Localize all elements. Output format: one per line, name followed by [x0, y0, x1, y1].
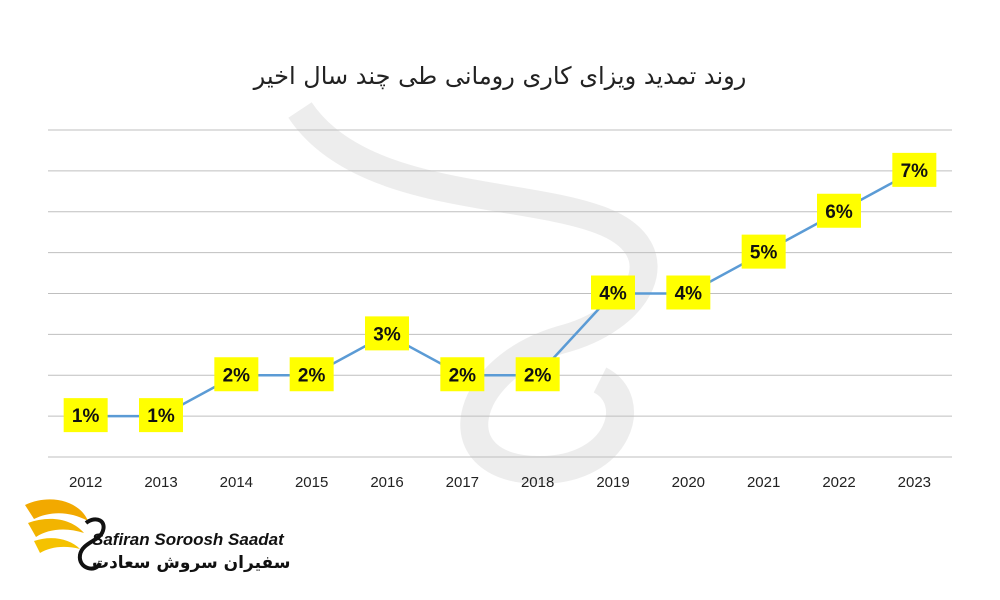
data-label-text: 2% — [298, 365, 326, 386]
data-label-box — [741, 234, 786, 269]
x-tick-label: 2016 — [370, 474, 403, 491]
x-tick-label: 2021 — [747, 474, 780, 491]
brand-name-fa: سفیران سروش سعادت — [92, 553, 291, 573]
data-label-text: 5% — [750, 243, 778, 264]
x-tick-label: 2020 — [672, 474, 705, 491]
data-label-box — [440, 357, 485, 392]
data-label-text: 7% — [901, 161, 929, 182]
data-label-text: 2% — [449, 365, 477, 386]
data-label-box — [214, 357, 259, 392]
data-label-box — [63, 398, 108, 433]
data-label: 2% — [440, 357, 485, 392]
x-tick-label: 2022 — [822, 474, 855, 491]
data-label: 4% — [666, 275, 711, 310]
x-tick-label: 2019 — [596, 474, 629, 491]
data-label: 2% — [214, 357, 259, 392]
chart-title: روند تمدید ویزای کاری رومانی طی چند سال … — [253, 62, 747, 90]
data-label: 2% — [515, 357, 560, 392]
data-label-text: 3% — [373, 324, 401, 345]
data-label: 4% — [591, 275, 635, 310]
data-label: 6% — [817, 193, 861, 228]
data-label-box — [817, 193, 861, 228]
x-tick-label: 2015 — [295, 474, 328, 491]
data-label: 1% — [139, 398, 183, 433]
data-label: 2% — [289, 357, 334, 392]
data-label-box — [365, 316, 409, 351]
data-label-box — [892, 152, 937, 187]
data-label-box — [515, 357, 560, 392]
x-tick-label: 2023 — [898, 474, 931, 491]
data-label: 5% — [741, 234, 786, 269]
data-label-box — [289, 357, 334, 392]
data-label: 1% — [63, 398, 108, 433]
x-tick-label: 2014 — [220, 474, 253, 491]
data-label-text: 1% — [147, 406, 175, 427]
x-tick-label: 2018 — [521, 474, 554, 491]
x-tick-label: 2017 — [446, 474, 479, 491]
data-label-text: 4% — [675, 284, 703, 305]
brand-name-en: Safiran Soroosh Saadat — [92, 530, 284, 549]
data-label-box — [591, 275, 635, 310]
data-label-text: 2% — [223, 365, 251, 386]
data-label-text: 2% — [524, 365, 552, 386]
data-label-box — [666, 275, 711, 310]
data-label-text: 6% — [825, 202, 853, 223]
brand-logo-icon — [25, 499, 106, 571]
x-tick-label: 2013 — [144, 474, 177, 491]
data-label-text: 4% — [599, 284, 627, 305]
watermark-icon — [288, 101, 658, 485]
data-label: 3% — [365, 316, 409, 351]
data-label-text: 1% — [72, 406, 100, 427]
data-label-box — [139, 398, 183, 433]
x-tick-label: 2012 — [69, 474, 102, 491]
data-label: 7% — [892, 152, 937, 187]
